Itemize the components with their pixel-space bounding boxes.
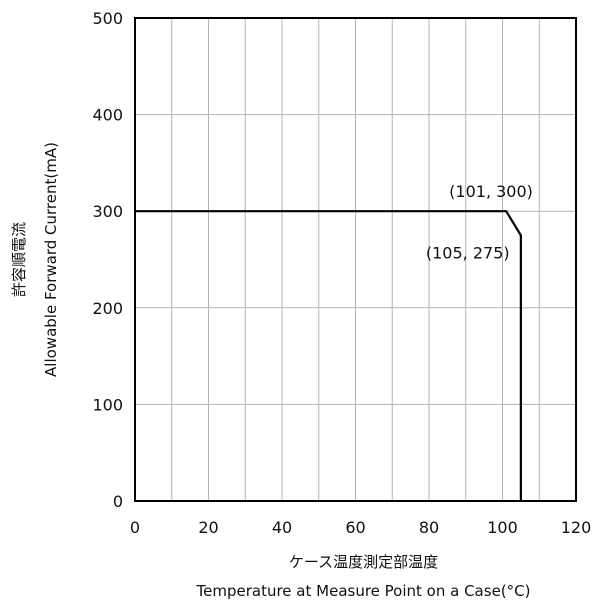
annotations: (101, 300) (105, 275) <box>426 182 533 262</box>
y-tick-label: 0 <box>113 492 123 511</box>
x-tick-label: 0 <box>130 518 140 537</box>
series-layer <box>135 210 522 501</box>
y-axis-title: Allowable Forward Current(mA) <box>42 142 60 377</box>
y-tick-label: 200 <box>92 299 123 318</box>
point-annotation: (101, 300) <box>449 182 533 201</box>
x-tick-label: 20 <box>198 518 218 537</box>
y-tick-label: 400 <box>92 106 123 125</box>
plot-frame <box>134 17 577 502</box>
series-line <box>135 210 522 501</box>
y-tick-label: 100 <box>92 395 123 414</box>
y-axis-title-jp: 許容順電流 <box>10 222 28 297</box>
x-tick-label: 60 <box>345 518 365 537</box>
y-tick-label: 500 <box>92 9 123 28</box>
point-annotation: (105, 275) <box>426 243 510 262</box>
x-axis-title: Temperature at Measure Point on a Case(°… <box>196 582 531 600</box>
x-axis-title-jp: ケース温度測定部温度 <box>289 553 438 571</box>
x-tick-label: 40 <box>272 518 292 537</box>
x-tick-label: 120 <box>561 518 592 537</box>
x-tick-label: 80 <box>419 518 439 537</box>
y-tick-label: 300 <box>92 202 123 221</box>
tick-labels: 0 20 40 60 80 100 120 0 100 200 300 400 500 <box>92 9 591 537</box>
x-tick-label: 100 <box>487 518 518 537</box>
